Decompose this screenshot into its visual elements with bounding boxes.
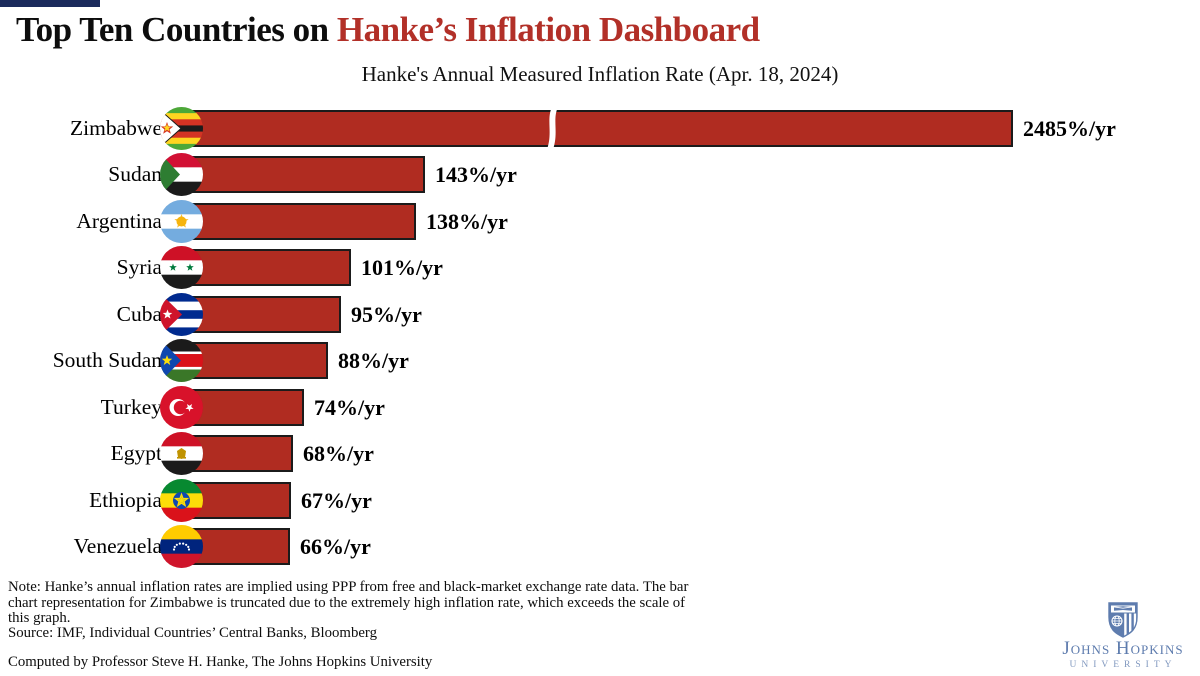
country-label: Zimbabwe bbox=[70, 116, 162, 140]
country-label: Venezuela bbox=[73, 534, 162, 558]
country-label: Syria bbox=[116, 255, 162, 279]
footer-source: Source: IMF, Individual Countries’ Centr… bbox=[8, 625, 377, 641]
jhu-wordmark: Johns Hopkins bbox=[1062, 638, 1184, 659]
chart-row: South Sudan 88%/yr bbox=[0, 339, 1200, 382]
country-label: Sudan bbox=[108, 162, 162, 186]
cuba-flag-icon bbox=[160, 293, 203, 336]
chart-row: Zimbabwe 2485%/yr bbox=[0, 105, 1200, 152]
chart-row: Argentina 138%/yr bbox=[0, 200, 1200, 243]
top-accent-bar bbox=[0, 0, 100, 7]
inflation-bar bbox=[174, 110, 1013, 147]
inflation-bar bbox=[174, 156, 425, 193]
value-label: 2485%/yr bbox=[1023, 116, 1116, 141]
ethiopia-flag-icon bbox=[160, 479, 203, 522]
chart-row: Sudan 143%/yr bbox=[0, 153, 1200, 196]
inflation-bar bbox=[174, 203, 416, 240]
turkey-flag-icon bbox=[160, 386, 203, 429]
zimbabwe-flag-icon bbox=[160, 107, 203, 150]
country-label: Turkey bbox=[100, 395, 162, 419]
bar-chart: Zimbabwe 2485%/yr Sudan 143%/yr Argentin… bbox=[0, 105, 1200, 568]
footer-computed: Computed by Professor Steve H. Hanke, Th… bbox=[8, 654, 433, 670]
johns-hopkins-logo: Johns Hopkins University bbox=[1052, 602, 1194, 671]
country-label: Ethiopia bbox=[89, 488, 162, 512]
value-label: 95%/yr bbox=[351, 302, 422, 327]
chart-row: Syria 101%/yr bbox=[0, 246, 1200, 289]
syria-flag-icon bbox=[160, 246, 203, 289]
chart-row: Cuba 95%/yr bbox=[0, 293, 1200, 336]
page-title-prefix: Top Ten Countries on bbox=[16, 10, 337, 49]
chart-subtitle: Hanke's Annual Measured Inflation Rate (… bbox=[361, 62, 839, 86]
page-title-highlight: Hanke’s Inflation Dashboard bbox=[336, 10, 760, 49]
venezuela-flag-icon bbox=[160, 525, 203, 568]
value-label: 74%/yr bbox=[314, 395, 385, 420]
south-sudan-flag-icon bbox=[160, 339, 203, 382]
footer-note: Note: Hanke’s annual inflation rates are… bbox=[8, 579, 689, 627]
argentina-flag-icon bbox=[160, 200, 203, 243]
egypt-flag-icon bbox=[160, 432, 203, 475]
value-label: 101%/yr bbox=[361, 255, 443, 280]
country-label: Egypt bbox=[110, 441, 162, 465]
inflation-bar bbox=[174, 249, 351, 286]
value-label: 68%/yr bbox=[303, 441, 374, 466]
country-label: South Sudan bbox=[52, 348, 162, 372]
inflation-bar bbox=[174, 296, 341, 333]
chart-row: Turkey 74%/yr bbox=[0, 386, 1200, 429]
page-title: Top Ten Countries on Hanke’s Inflation D… bbox=[16, 10, 760, 50]
sudan-flag-icon bbox=[160, 153, 203, 196]
chart-row: Egypt 68%/yr bbox=[0, 432, 1200, 475]
country-label: Cuba bbox=[116, 302, 162, 326]
value-label: 88%/yr bbox=[338, 348, 409, 373]
jhu-university-label: University bbox=[1069, 660, 1177, 670]
value-label: 66%/yr bbox=[300, 534, 371, 559]
chart-row: Venezuela 66%/yr bbox=[0, 525, 1200, 568]
value-label: 138%/yr bbox=[426, 209, 508, 234]
value-label: 143%/yr bbox=[435, 162, 517, 187]
country-label: Argentina bbox=[76, 209, 162, 233]
jhu-shield-icon bbox=[1108, 602, 1138, 638]
chart-row: Ethiopia 67%/yr bbox=[0, 479, 1200, 522]
axis-break-icon bbox=[540, 105, 562, 157]
value-label: 67%/yr bbox=[301, 488, 372, 513]
